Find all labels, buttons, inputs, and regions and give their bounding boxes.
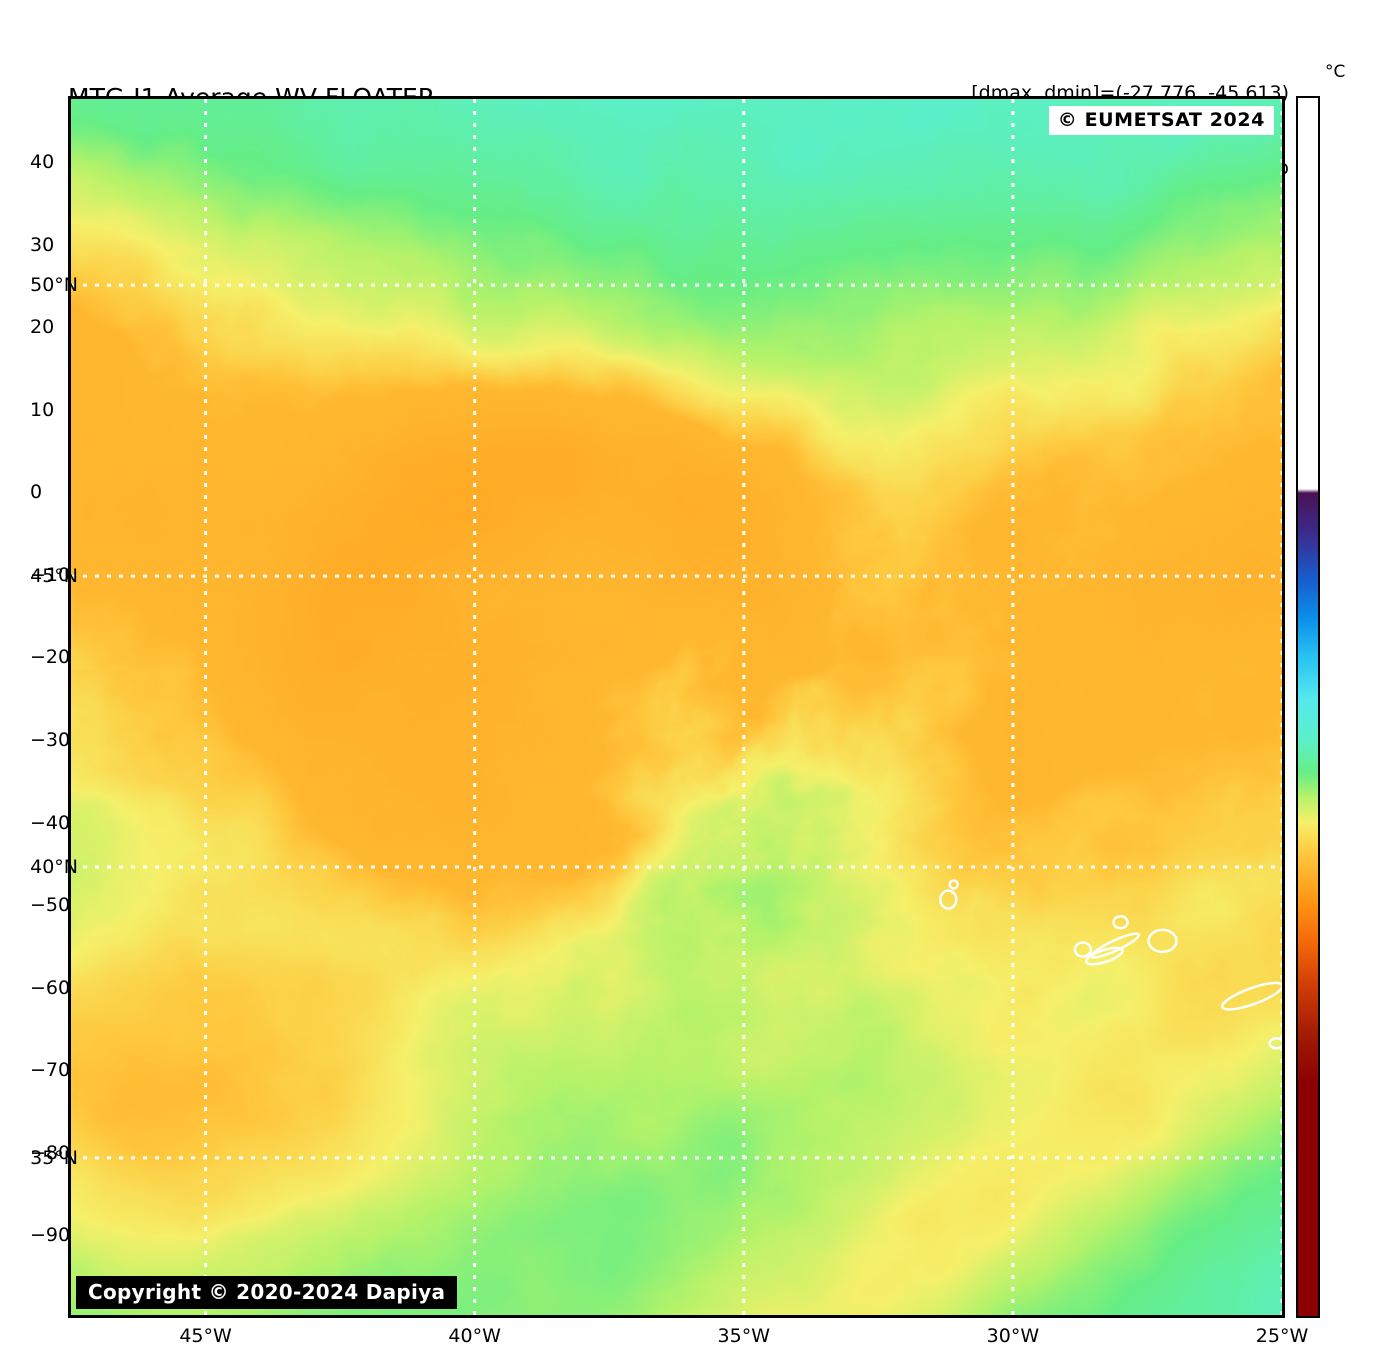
satellite-image bbox=[71, 99, 1282, 1315]
colorbar-tick-30: 30 bbox=[30, 233, 55, 256]
lat-tick-45: 45°N bbox=[30, 565, 78, 588]
colorbar-tick-minus20: −20 bbox=[30, 646, 71, 669]
lon-tick-minus25: 25°W bbox=[1255, 1325, 1309, 1347]
colorbar-tick-0: 0 bbox=[30, 481, 43, 504]
colorbar-tick-minus10: −10 bbox=[30, 563, 71, 586]
colorbar-tick-minus90: −90 bbox=[30, 1224, 71, 1247]
eumetsat-watermark: © EUMETSAT 2024 bbox=[1048, 106, 1274, 135]
colorbar-tick-20: 20 bbox=[30, 316, 55, 339]
colorbar-tick-minus80: −80 bbox=[30, 1141, 71, 1164]
map-plot-area[interactable]: © EUMETSAT 2024 Copyright © 2020-2024 Da… bbox=[68, 96, 1285, 1318]
lon-tick-minus45: 45°W bbox=[179, 1325, 232, 1347]
lon-tick-minus40: 40°W bbox=[448, 1325, 501, 1347]
colorbar-tick-40: 40 bbox=[30, 151, 55, 174]
colorbar-tick-minus60: −60 bbox=[30, 976, 71, 999]
colorbar-gradient-box bbox=[1296, 96, 1320, 1318]
colorbar-unit-label: °C bbox=[1325, 62, 1346, 82]
dapiya-copyright-watermark: Copyright © 2020-2024 Dapiya bbox=[76, 1276, 458, 1309]
colorbar-tick-minus30: −30 bbox=[30, 729, 71, 752]
lon-tick-minus35: 35°W bbox=[717, 1325, 770, 1347]
colorbar-tick-minus50: −50 bbox=[30, 894, 71, 917]
lat-tick-40: 40°N bbox=[30, 856, 78, 878]
colorbar-tick-10: 10 bbox=[30, 398, 55, 421]
colorbar-tick-minus70: −70 bbox=[30, 1059, 71, 1082]
lat-tick-50: 50°N bbox=[30, 274, 78, 297]
colorbar-tick-minus40: −40 bbox=[30, 811, 71, 834]
lat-tick-35: 35°N bbox=[30, 1146, 78, 1169]
colorbar[interactable] bbox=[1296, 96, 1320, 1318]
lon-tick-minus30: 30°W bbox=[986, 1325, 1040, 1347]
colorbar-gradient bbox=[1298, 98, 1318, 1316]
